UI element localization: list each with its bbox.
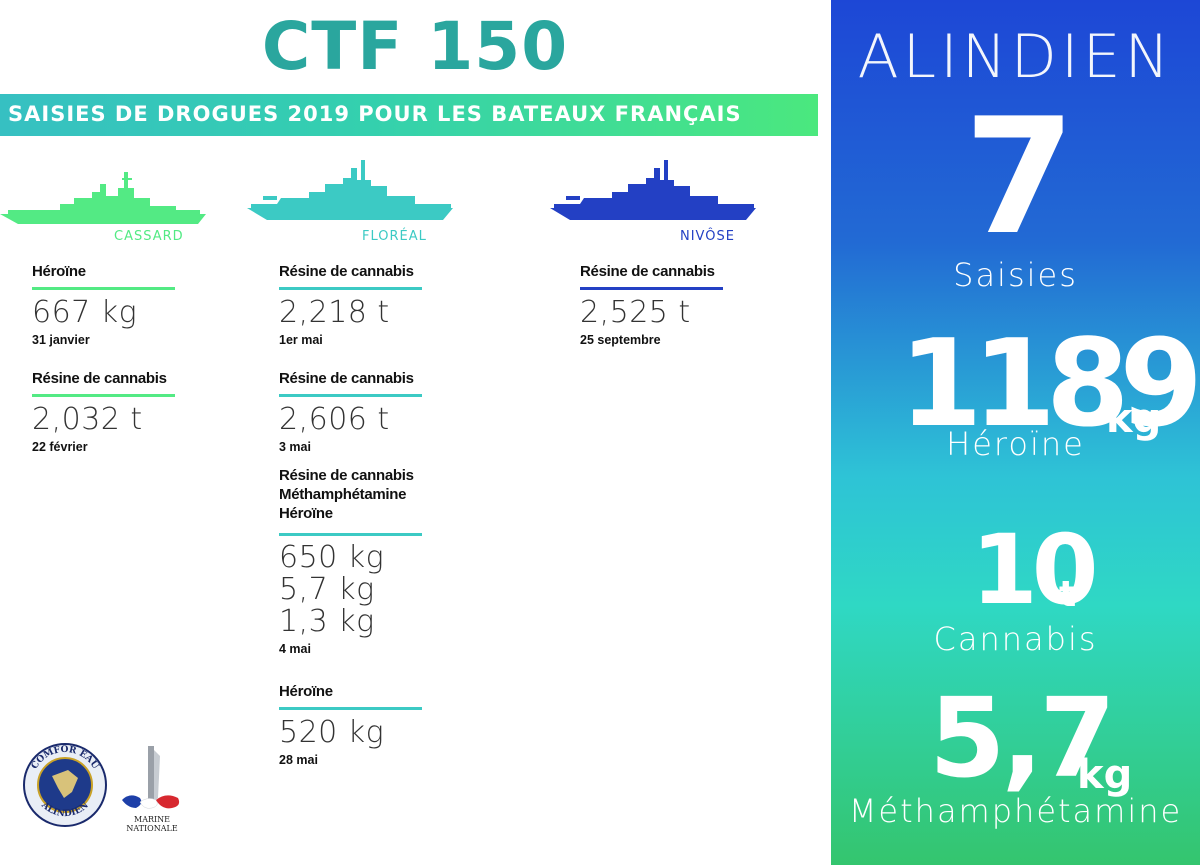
divider	[580, 287, 723, 290]
seizure-entry: Résine de cannabis 2,218 t 1er mai	[279, 262, 479, 347]
heroin-unit: kg	[1106, 396, 1162, 442]
ship-nivose-silhouette	[550, 156, 760, 226]
summary-title: ALINDIEN	[857, 22, 1174, 92]
cannabis-total: 10	[971, 514, 1099, 626]
date: 4 mai	[279, 642, 311, 656]
quantity: 520 kg	[279, 715, 385, 750]
quantity: 650 kg	[279, 540, 385, 575]
drug-label: Héroïne	[279, 683, 333, 700]
drug-label: Résine de cannabis	[580, 263, 715, 280]
meth-label: Méthamphétamine	[848, 792, 1183, 830]
cassard-column: Héroïne 667 kg 31 janvier Résine de cann…	[32, 262, 232, 454]
seizures-label: Saisies	[953, 256, 1078, 294]
quantity: 2,525 t	[580, 295, 691, 330]
cannabis-label: Cannabis	[933, 620, 1098, 658]
divider	[32, 394, 175, 397]
divider	[279, 394, 422, 397]
seizure-entry: Héroïne 667 kg 31 janvier	[32, 262, 232, 347]
ship-cassard-silhouette	[0, 168, 210, 230]
seizure-entry: Résine de cannabis 2,525 t 25 septembre	[580, 262, 780, 347]
meth-total: 5,7	[929, 674, 1116, 802]
comfor-eau-alindien-emblem: COMFOR EAU ALINDIEN	[22, 740, 108, 835]
nivose-column: Résine de cannabis 2,525 t 25 septembre	[580, 262, 780, 347]
quantity: 2,606 t	[279, 402, 390, 437]
seizure-entry: Héroïne 520 kg 28 mai	[279, 682, 479, 767]
marine-text-2: NATIONALE	[126, 824, 177, 833]
drug-label: Résine de cannabis	[32, 370, 167, 387]
seizure-entry: Résine de cannabis 2,606 t 3 mai	[279, 369, 479, 454]
divider	[279, 707, 422, 710]
quantity: 667 kg	[32, 295, 138, 330]
floreal-column: Résine de cannabis 2,218 t 1er mai Résin…	[279, 262, 479, 767]
date: 3 mai	[279, 440, 311, 454]
ship-floreal-silhouette	[247, 156, 457, 226]
date: 31 janvier	[32, 333, 90, 347]
ship-name-nivose: NIVÔSE	[680, 229, 735, 244]
seizure-entry: Résine de cannabis 2,032 t 22 février	[32, 369, 232, 454]
ship-name-cassard: CASSARD	[114, 229, 184, 244]
divider	[279, 287, 422, 290]
seizure-entry: Résine de cannabis Méthamphétamine Héroï…	[279, 466, 479, 656]
ship-name-floreal: FLORÉAL	[362, 229, 427, 244]
drug-label: Résine de cannabis	[279, 263, 414, 280]
drug-label: Méthamphétamine	[279, 486, 407, 503]
divider	[279, 533, 422, 536]
heroin-total: 1189	[899, 315, 1200, 454]
quantity: 1,3 kg	[279, 604, 375, 639]
divider	[32, 287, 175, 290]
marine-nationale-logo: MARINE NATIONALE	[120, 742, 184, 839]
drug-label: Résine de cannabis	[279, 467, 414, 484]
date: 28 mai	[279, 753, 318, 767]
summary-panel: ALINDIEN 7 Saisies 1189 kg Héroïne 10 t …	[831, 0, 1200, 865]
banner-text: SAISIES DE DROGUES 2019 POUR LES BATEAUX…	[8, 102, 742, 126]
quantity: 2,218 t	[279, 295, 390, 330]
quantity: 5,7 kg	[279, 572, 375, 607]
quantity: 2,032 t	[32, 402, 143, 437]
page-title: CTF 150	[261, 8, 569, 85]
cannabis-unit: t	[1059, 574, 1077, 615]
date: 25 septembre	[580, 333, 661, 347]
heroin-label: Héroïne	[946, 425, 1085, 463]
drug-label: Résine de cannabis	[279, 370, 414, 387]
seizures-count: 7	[964, 83, 1076, 270]
subtitle-banner: SAISIES DE DROGUES 2019 POUR LES BATEAUX…	[0, 94, 818, 136]
meth-unit: kg	[1077, 752, 1133, 798]
date: 1er mai	[279, 333, 323, 347]
drug-label: Héroïne	[279, 505, 333, 522]
marine-text-1: MARINE	[134, 815, 170, 824]
drug-label: Héroïne	[32, 263, 86, 280]
date: 22 février	[32, 440, 88, 454]
